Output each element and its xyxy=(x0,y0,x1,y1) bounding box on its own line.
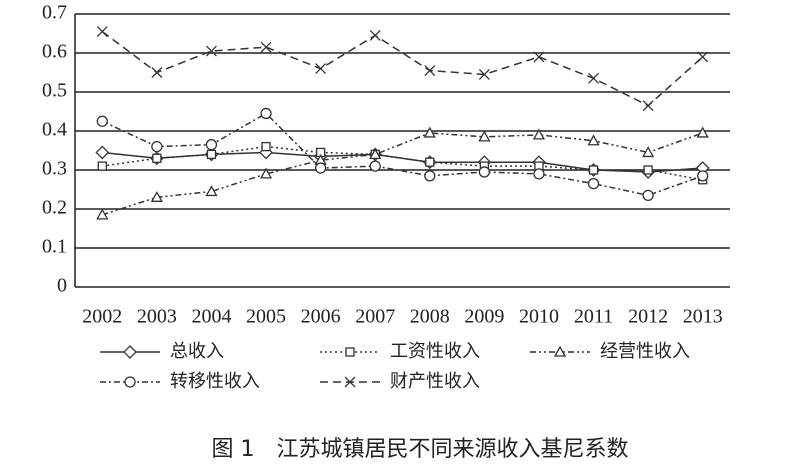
point xyxy=(205,138,218,151)
y-tick-label: 0.6 xyxy=(42,41,67,63)
point xyxy=(369,29,381,41)
point xyxy=(205,45,217,57)
series-line xyxy=(102,132,703,216)
x-tick-label: 2013 xyxy=(683,306,723,328)
point xyxy=(642,100,654,112)
point xyxy=(205,185,218,197)
legend-marker xyxy=(344,376,356,388)
point xyxy=(369,148,382,160)
x-tick-label: 2008 xyxy=(410,306,450,328)
point xyxy=(697,51,709,63)
point xyxy=(260,107,272,120)
point xyxy=(532,128,546,140)
legend-marker xyxy=(345,347,355,357)
point xyxy=(369,160,381,172)
legend-label: 经营性收入 xyxy=(600,341,690,362)
point xyxy=(96,208,109,220)
y-tick-label: 0 xyxy=(57,275,67,297)
point xyxy=(315,63,327,75)
point xyxy=(478,130,491,142)
legend-marker xyxy=(553,345,567,357)
point xyxy=(533,51,545,63)
point xyxy=(97,161,107,171)
point xyxy=(261,141,271,152)
series-line xyxy=(101,30,704,107)
point xyxy=(587,134,600,146)
legend-label: 转移性收入 xyxy=(170,371,260,392)
x-tick-label: 2009 xyxy=(464,306,504,328)
point xyxy=(425,157,435,167)
legend-marker xyxy=(123,345,137,359)
x-tick-label: 2003 xyxy=(137,306,177,328)
x-tick-label: 2010 xyxy=(519,306,559,328)
x-tick-label: 2002 xyxy=(82,306,122,328)
legend-label: 财产性收入 xyxy=(390,371,480,392)
y-tick-label: 0.4 xyxy=(42,119,67,141)
y-tick-label: 0.3 xyxy=(42,158,67,180)
legend-label: 工资性收入 xyxy=(390,341,480,362)
point xyxy=(96,115,108,127)
series-line xyxy=(102,145,703,181)
point xyxy=(642,189,654,202)
x-tick-label: 2007 xyxy=(355,306,395,328)
point xyxy=(642,146,655,158)
y-tick-label: 0.7 xyxy=(42,2,67,24)
point xyxy=(424,65,436,77)
point xyxy=(152,153,162,163)
x-tick-label: 2011 xyxy=(574,306,613,328)
point xyxy=(259,167,273,179)
point xyxy=(424,170,436,182)
point xyxy=(696,126,709,138)
x-tick-label: 2004 xyxy=(191,306,231,328)
y-tick-label: 0.1 xyxy=(42,236,67,258)
point xyxy=(587,177,600,190)
point xyxy=(206,149,217,160)
y-tick-label: 0.2 xyxy=(42,197,67,219)
point xyxy=(423,126,436,138)
point xyxy=(151,67,163,78)
point xyxy=(260,41,272,53)
point xyxy=(588,72,600,84)
point xyxy=(95,145,110,160)
legend-label: 总收入 xyxy=(170,341,224,362)
point xyxy=(151,140,163,153)
legend-marker xyxy=(124,376,136,388)
x-tick-label: 2012 xyxy=(628,306,668,328)
point xyxy=(697,170,709,182)
x-tick-label: 2005 xyxy=(246,306,286,328)
series-line xyxy=(101,112,703,197)
point xyxy=(478,166,491,178)
point xyxy=(533,168,545,180)
y-tick-label: 0.5 xyxy=(42,80,67,102)
chart-title: 图 1 江苏城镇居民不同来源收入基尼系数 xyxy=(212,437,629,462)
point xyxy=(314,162,327,174)
point xyxy=(588,165,599,175)
point xyxy=(643,165,653,175)
point xyxy=(478,68,490,80)
x-tick-label: 2006 xyxy=(301,306,341,328)
point xyxy=(150,190,163,202)
point xyxy=(96,26,108,38)
